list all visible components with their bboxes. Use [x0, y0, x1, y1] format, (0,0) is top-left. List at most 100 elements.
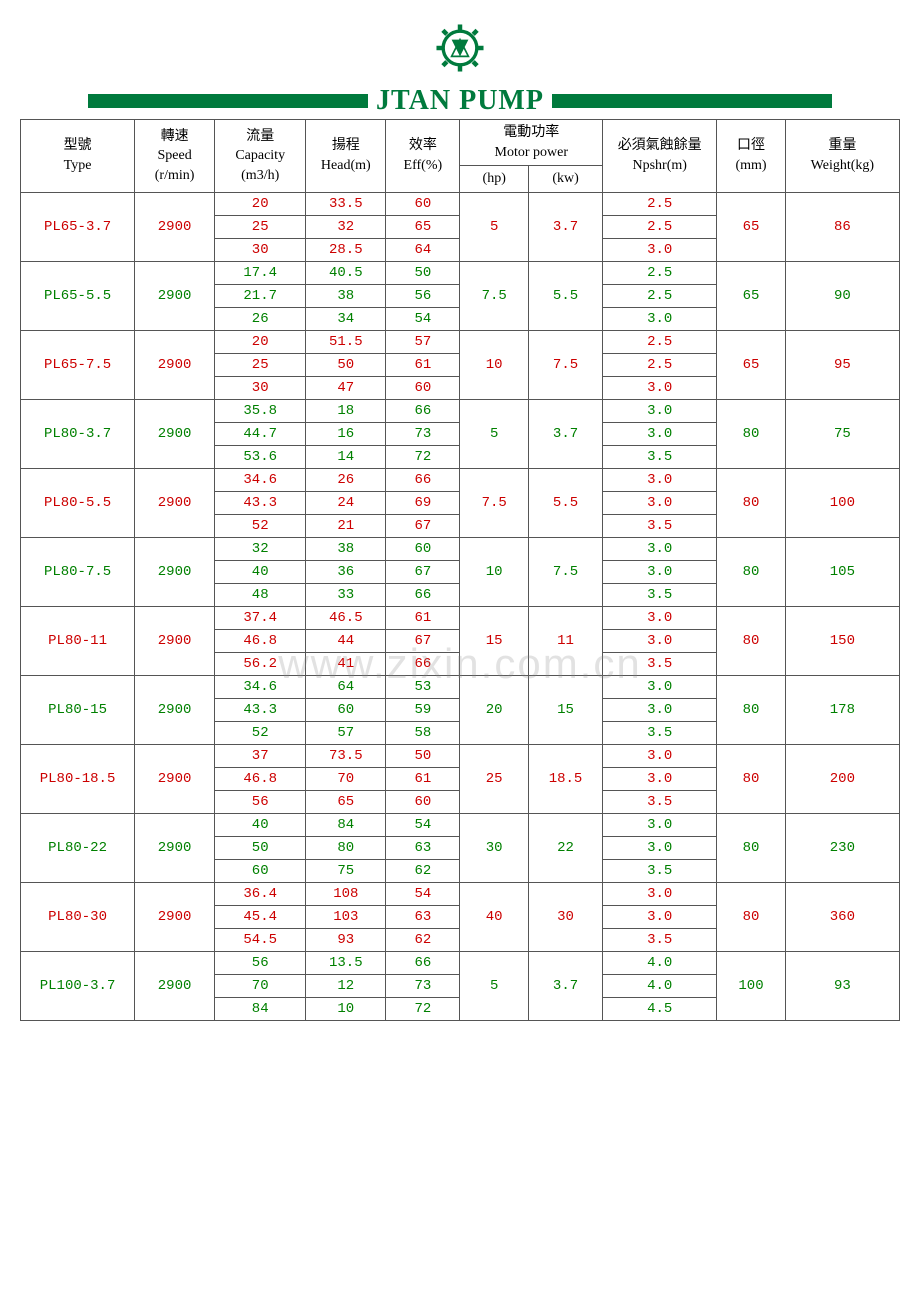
cell-capacity: 26: [215, 307, 306, 330]
cell-type: PL80-22: [21, 813, 135, 882]
cell-head: 65: [306, 790, 386, 813]
cell-dia: 65: [717, 330, 785, 399]
cell-weight: 93: [785, 951, 899, 1020]
hdr-eff: 效率Eff(%): [386, 120, 460, 193]
hdr-type: 型號Type: [21, 120, 135, 193]
cell-speed: 2900: [135, 675, 215, 744]
cell-capacity: 40: [215, 560, 306, 583]
cell-capacity: 25: [215, 353, 306, 376]
table-row: PL80-11290037.446.56115113.080150: [21, 606, 900, 629]
cell-capacity: 34.6: [215, 675, 306, 698]
cell-capacity: 46.8: [215, 767, 306, 790]
cell-head: 60: [306, 698, 386, 721]
gear-logo-icon: [432, 20, 488, 81]
cell-eff: 58: [386, 721, 460, 744]
cell-head: 41: [306, 652, 386, 675]
cell-head: 70: [306, 767, 386, 790]
cell-eff: 67: [386, 514, 460, 537]
cell-capacity: 53.6: [215, 445, 306, 468]
cell-npsh: 3.0: [603, 836, 717, 859]
cell-head: 40.5: [306, 261, 386, 284]
cell-kw: 5.5: [528, 261, 602, 330]
cell-npsh: 3.5: [603, 928, 717, 951]
cell-type: PL65-5.5: [21, 261, 135, 330]
cell-capacity: 50: [215, 836, 306, 859]
cell-eff: 57: [386, 330, 460, 353]
cell-eff: 66: [386, 951, 460, 974]
cell-capacity: 30: [215, 238, 306, 261]
cell-type: PL80-7.5: [21, 537, 135, 606]
cell-speed: 2900: [135, 330, 215, 399]
cell-dia: 80: [717, 744, 785, 813]
hdr-head: 揚程Head(m): [306, 120, 386, 193]
table-row: PL65-3.729002033.56053.72.56586: [21, 192, 900, 215]
cell-hp: 40: [460, 882, 528, 951]
cell-head: 84: [306, 813, 386, 836]
table-row: PL100-3.729005613.56653.74.010093: [21, 951, 900, 974]
cell-eff: 60: [386, 790, 460, 813]
cell-npsh: 3.0: [603, 399, 717, 422]
cell-head: 47: [306, 376, 386, 399]
brand-bar-left: [88, 94, 368, 108]
cell-eff: 64: [386, 238, 460, 261]
cell-head: 28.5: [306, 238, 386, 261]
cell-dia: 80: [717, 399, 785, 468]
cell-eff: 50: [386, 744, 460, 767]
cell-dia: 100: [717, 951, 785, 1020]
cell-eff: 62: [386, 928, 460, 951]
cell-head: 80: [306, 836, 386, 859]
cell-head: 46.5: [306, 606, 386, 629]
cell-eff: 66: [386, 652, 460, 675]
cell-capacity: 84: [215, 997, 306, 1020]
cell-head: 75: [306, 859, 386, 882]
cell-npsh: 3.0: [603, 468, 717, 491]
cell-speed: 2900: [135, 399, 215, 468]
cell-capacity: 21.7: [215, 284, 306, 307]
cell-hp: 5: [460, 951, 528, 1020]
cell-capacity: 17.4: [215, 261, 306, 284]
cell-type: PL80-5.5: [21, 468, 135, 537]
brand-text: JTAN PUMP: [376, 85, 544, 117]
cell-capacity: 20: [215, 192, 306, 215]
cell-hp: 20: [460, 675, 528, 744]
cell-speed: 2900: [135, 468, 215, 537]
cell-capacity: 37: [215, 744, 306, 767]
cell-dia: 80: [717, 537, 785, 606]
cell-speed: 2900: [135, 606, 215, 675]
cell-npsh: 2.5: [603, 215, 717, 238]
cell-eff: 54: [386, 813, 460, 836]
cell-type: PL100-3.7: [21, 951, 135, 1020]
table-row: PL80-22290040845430223.080230: [21, 813, 900, 836]
cell-head: 51.5: [306, 330, 386, 353]
hdr-npsh: 必須氣蝕餘量Npshr(m): [603, 120, 717, 193]
cell-eff: 56: [386, 284, 460, 307]
cell-capacity: 60: [215, 859, 306, 882]
table-row: PL80-3.7290035.8186653.73.08075: [21, 399, 900, 422]
hdr-motor: 電動功率Motor power: [460, 120, 603, 166]
cell-capacity: 46.8: [215, 629, 306, 652]
brand-bar-right: [552, 94, 832, 108]
cell-weight: 230: [785, 813, 899, 882]
cell-weight: 105: [785, 537, 899, 606]
cell-npsh: 3.0: [603, 629, 717, 652]
cell-type: PL65-3.7: [21, 192, 135, 261]
cell-head: 103: [306, 905, 386, 928]
cell-npsh: 3.5: [603, 514, 717, 537]
cell-speed: 2900: [135, 261, 215, 330]
brand-row: JTAN PUMP: [20, 85, 900, 117]
cell-weight: 360: [785, 882, 899, 951]
cell-eff: 62: [386, 859, 460, 882]
cell-head: 24: [306, 491, 386, 514]
cell-kw: 30: [528, 882, 602, 951]
cell-capacity: 37.4: [215, 606, 306, 629]
cell-npsh: 3.5: [603, 652, 717, 675]
hdr-weight: 重量Weight(kg): [785, 120, 899, 193]
cell-head: 38: [306, 537, 386, 560]
cell-hp: 7.5: [460, 468, 528, 537]
table-row: PL65-7.529002051.557107.52.56595: [21, 330, 900, 353]
cell-hp: 15: [460, 606, 528, 675]
cell-npsh: 2.5: [603, 192, 717, 215]
cell-capacity: 34.6: [215, 468, 306, 491]
cell-eff: 65: [386, 215, 460, 238]
cell-eff: 66: [386, 399, 460, 422]
